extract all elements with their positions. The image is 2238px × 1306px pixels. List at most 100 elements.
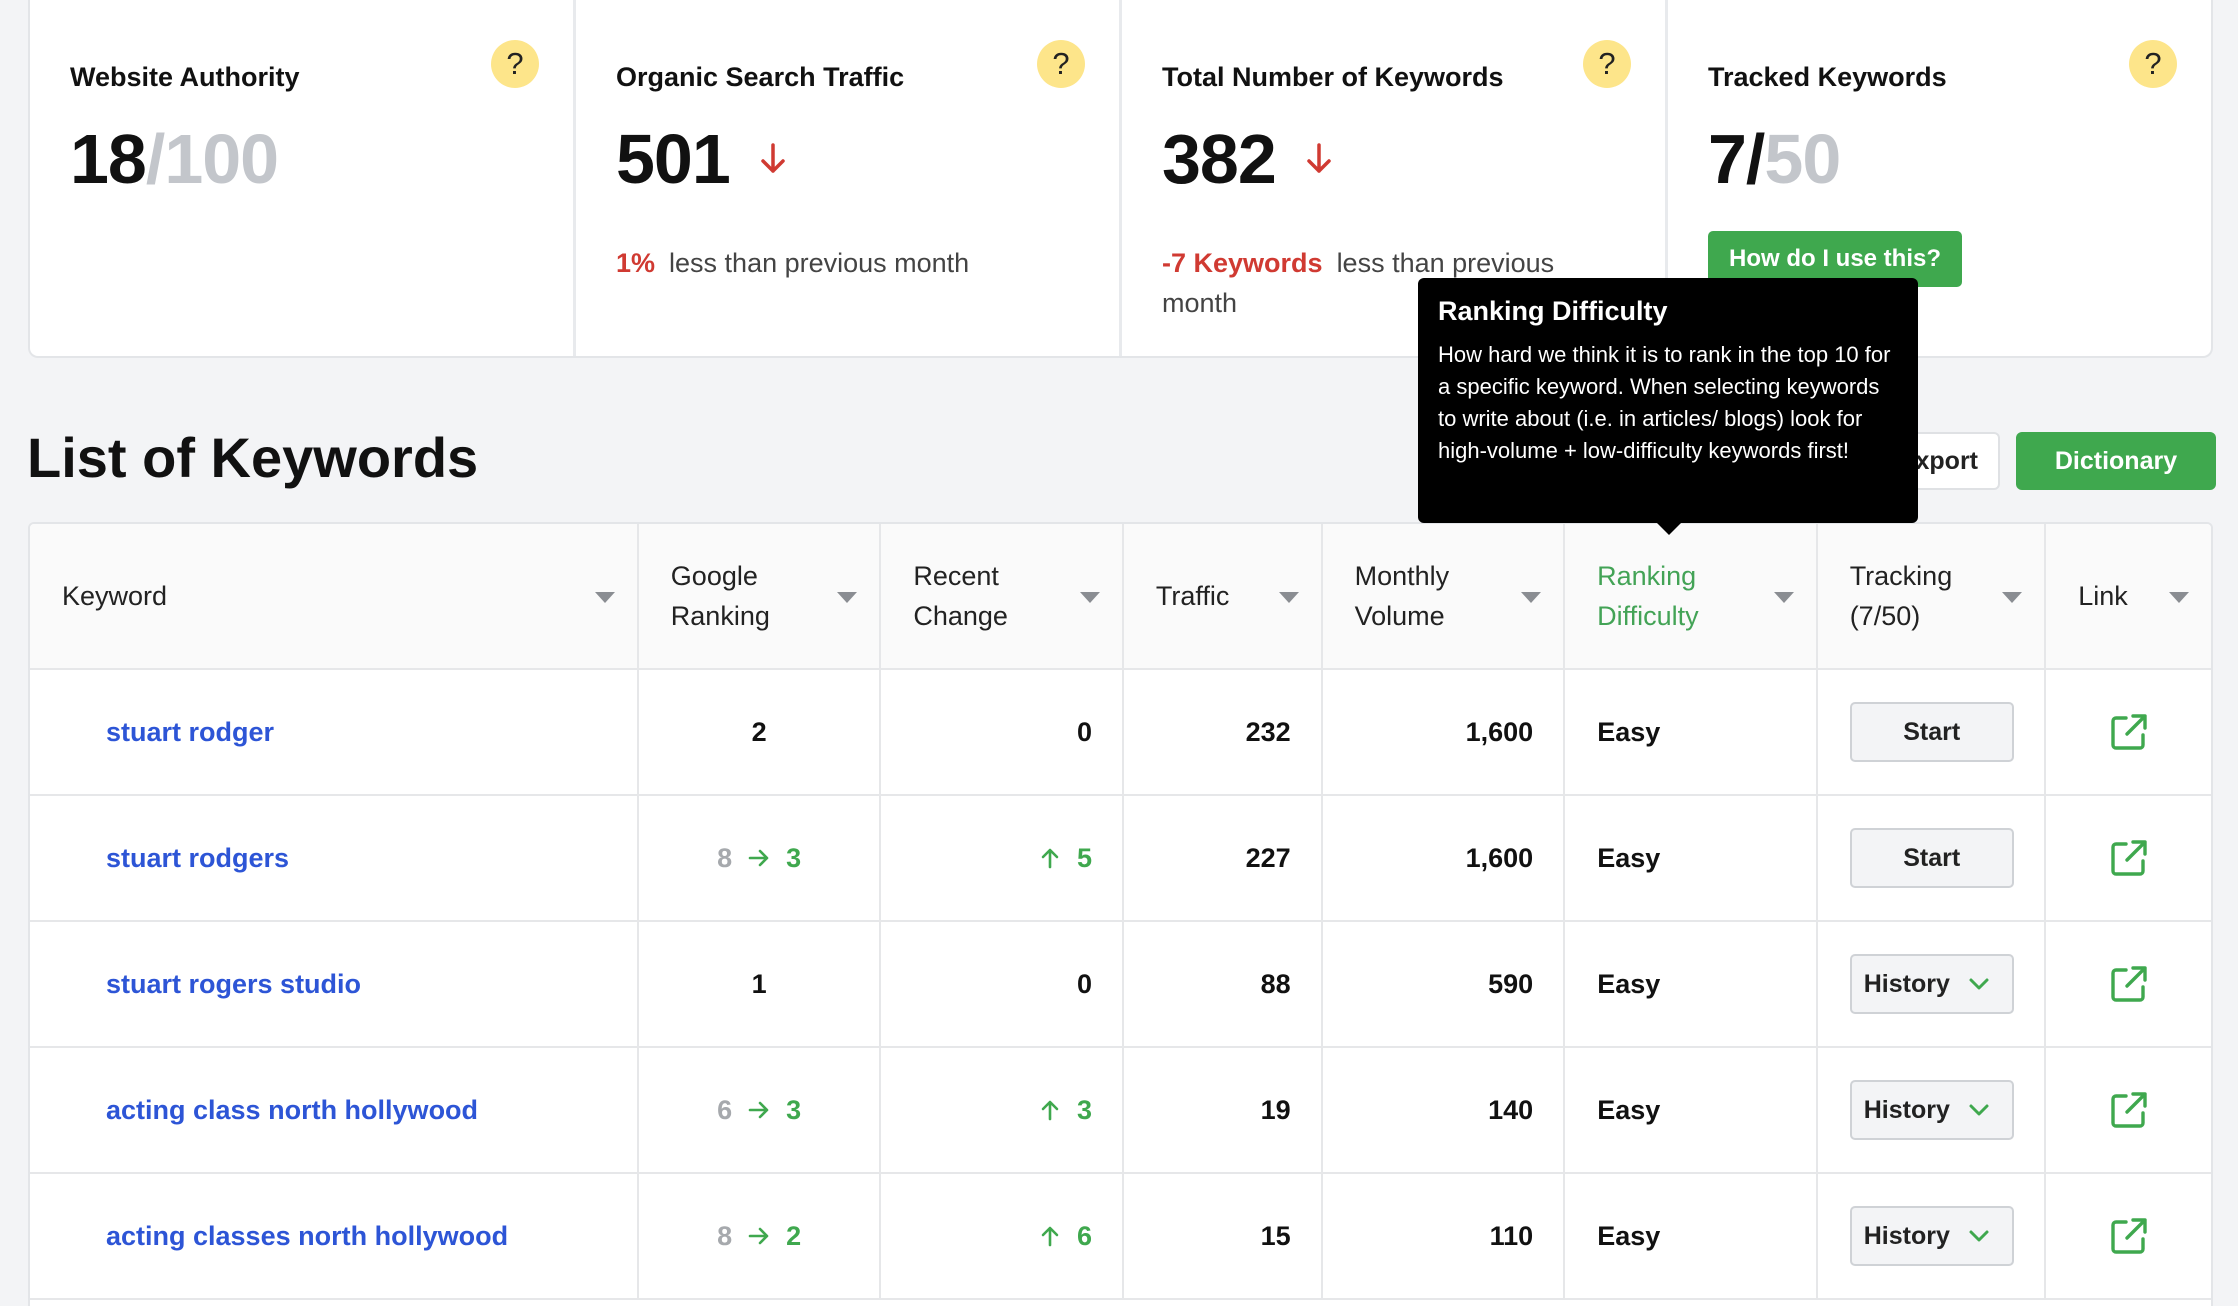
start-tracking-button[interactable]: Start: [1849, 702, 2014, 762]
keyword-link[interactable]: stuart rodgers: [30, 796, 639, 920]
traffic-cell: 232: [1124, 670, 1323, 794]
tracking-cell: History: [1818, 922, 2047, 1046]
tracked-max: 50: [1764, 120, 1841, 198]
external-link-icon[interactable]: [2107, 1214, 2151, 1258]
difficulty-cell: Easy: [1565, 796, 1818, 920]
rank-current: 2: [786, 1220, 802, 1251]
monthly-volume-cell: 1,600: [1323, 670, 1566, 794]
column-header-keyword[interactable]: Keyword: [30, 524, 639, 668]
history-dropdown[interactable]: History: [1849, 1206, 2014, 1266]
rank-previous: 8: [717, 1220, 733, 1251]
keyword-link[interactable]: stuart rodger: [30, 670, 639, 794]
sort-caret-icon[interactable]: [1079, 592, 1100, 603]
change-value: 6: [1076, 1220, 1092, 1251]
card-total-keywords: Total Number of Keywords ? 382 -7 Keywor…: [1122, 0, 1668, 356]
external-link-icon[interactable]: [2107, 710, 2151, 754]
rank-previous: 6: [717, 1094, 733, 1125]
history-dropdown[interactable]: History: [1849, 1080, 2014, 1140]
recent-change-cell: 3: [881, 1048, 1124, 1172]
google-ranking-cell: 1: [639, 922, 882, 1046]
sort-caret-icon[interactable]: [594, 592, 615, 603]
sort-caret-icon[interactable]: [1278, 592, 1299, 603]
column-header-google-ranking[interactable]: Google Ranking: [639, 524, 882, 668]
column-header-ranking-difficulty[interactable]: Ranking Difficulty: [1565, 524, 1818, 668]
keywords-value: 382: [1162, 115, 1625, 203]
link-cell: [2046, 1174, 2211, 1298]
sort-caret-icon[interactable]: [2169, 592, 2189, 603]
card-title: Website Authority: [70, 62, 300, 92]
traffic-cell: 19: [1124, 1048, 1323, 1172]
link-cell: [2046, 670, 2211, 794]
keyword-link[interactable]: stuart rogers studio: [30, 922, 639, 1046]
table-row: stuart rodgers 8 3 5 227 1,600 Easy Start: [30, 796, 2211, 922]
sort-caret-icon[interactable]: [1773, 592, 1794, 603]
keyword-link[interactable]: acting class north hollywood: [30, 1048, 639, 1172]
recent-change-cell: 5: [881, 796, 1124, 920]
column-header-tracking[interactable]: Tracking (7/50): [1818, 524, 2047, 668]
arrow-up-icon: [1041, 1100, 1059, 1121]
tracked-value: 7/50: [1708, 115, 2171, 203]
sort-caret-icon[interactable]: [1521, 592, 1542, 603]
tracked-count: 7/: [1708, 120, 1765, 198]
external-link-icon[interactable]: [2107, 836, 2151, 880]
difficulty-cell: Easy: [1565, 670, 1818, 794]
traffic-delta: 1% less than previous month: [616, 243, 1079, 283]
rank-current: 3: [786, 1094, 802, 1125]
change-value: 0: [1076, 716, 1092, 747]
table-row: acting class north hollywood 6 3 3 19 140 Easy…: [30, 1048, 2211, 1174]
link-cell: [2046, 922, 2211, 1046]
start-tracking-button[interactable]: Start: [1849, 828, 2014, 888]
tracking-cell: History: [1818, 1048, 2047, 1172]
rank-current: 3: [786, 842, 802, 873]
rank-current: 2: [751, 716, 767, 747]
tracking-cell: Start: [1818, 670, 2047, 794]
keyword-link[interactable]: acting classes north hollywood: [30, 1174, 639, 1298]
external-link-icon[interactable]: [2107, 1088, 2151, 1132]
tracking-cell: History: [1818, 1174, 2047, 1298]
traffic-cell: 227: [1124, 796, 1323, 920]
external-link-icon[interactable]: [2107, 962, 2151, 1006]
how-to-use-button[interactable]: How do I use this?: [1708, 231, 1963, 287]
help-icon[interactable]: ?: [491, 40, 539, 88]
monthly-volume-cell: 590: [1323, 922, 1566, 1046]
recent-change-cell: 6: [881, 1174, 1124, 1298]
google-ranking-cell: 2: [639, 670, 882, 794]
change-value: 3: [1076, 1094, 1092, 1125]
traffic-cell: 15: [1124, 1174, 1323, 1298]
column-header-monthly-volume[interactable]: Monthly Volume: [1323, 524, 1566, 668]
authority-score: 18: [70, 120, 147, 198]
monthly-volume-cell: 110: [1323, 1174, 1566, 1298]
rank-previous: 8: [717, 842, 733, 873]
sort-caret-icon[interactable]: [837, 592, 858, 603]
monthly-volume-cell: 1,600: [1323, 796, 1566, 920]
difficulty-cell: Easy: [1565, 1048, 1818, 1172]
table-body: stuart rodger 2 0 232 1,600 Easy Start stuart r…: [30, 670, 2211, 1300]
history-dropdown[interactable]: History: [1849, 954, 2014, 1014]
column-header-traffic[interactable]: Traffic: [1124, 524, 1323, 668]
arrow-down-icon: [1307, 143, 1331, 173]
ranking-difficulty-tooltip: Ranking Difficulty How hard we think it …: [1418, 278, 1918, 535]
column-header-recent-change[interactable]: Recent Change: [881, 524, 1124, 668]
arrow-up-icon: [1041, 848, 1059, 869]
tracking-cell: Start: [1818, 796, 2047, 920]
help-icon[interactable]: ?: [2129, 40, 2177, 88]
change-value: 5: [1076, 842, 1092, 873]
table-header: Keyword Google Ranking Recent Change Traff…: [30, 524, 2211, 670]
help-icon[interactable]: ?: [1037, 40, 1085, 88]
arrow-down-icon: [761, 143, 785, 173]
help-icon[interactable]: ?: [1583, 40, 1631, 88]
arrow-right-icon: [748, 849, 769, 867]
tooltip-body: How hard we think it is to rank in the t…: [1438, 342, 1891, 463]
dictionary-button[interactable]: Dictionary: [2016, 432, 2216, 490]
column-header-link[interactable]: Link: [2046, 524, 2211, 668]
arrow-right-icon: [748, 1227, 769, 1245]
sort-caret-icon[interactable]: [2002, 592, 2023, 603]
card-title: Tracked Keywords: [1708, 62, 1947, 92]
delta-value: -7 Keywords: [1162, 248, 1323, 278]
traffic-value: 501: [616, 115, 1079, 203]
authority-max: /100: [145, 120, 279, 198]
recent-change-cell: 0: [881, 922, 1124, 1046]
